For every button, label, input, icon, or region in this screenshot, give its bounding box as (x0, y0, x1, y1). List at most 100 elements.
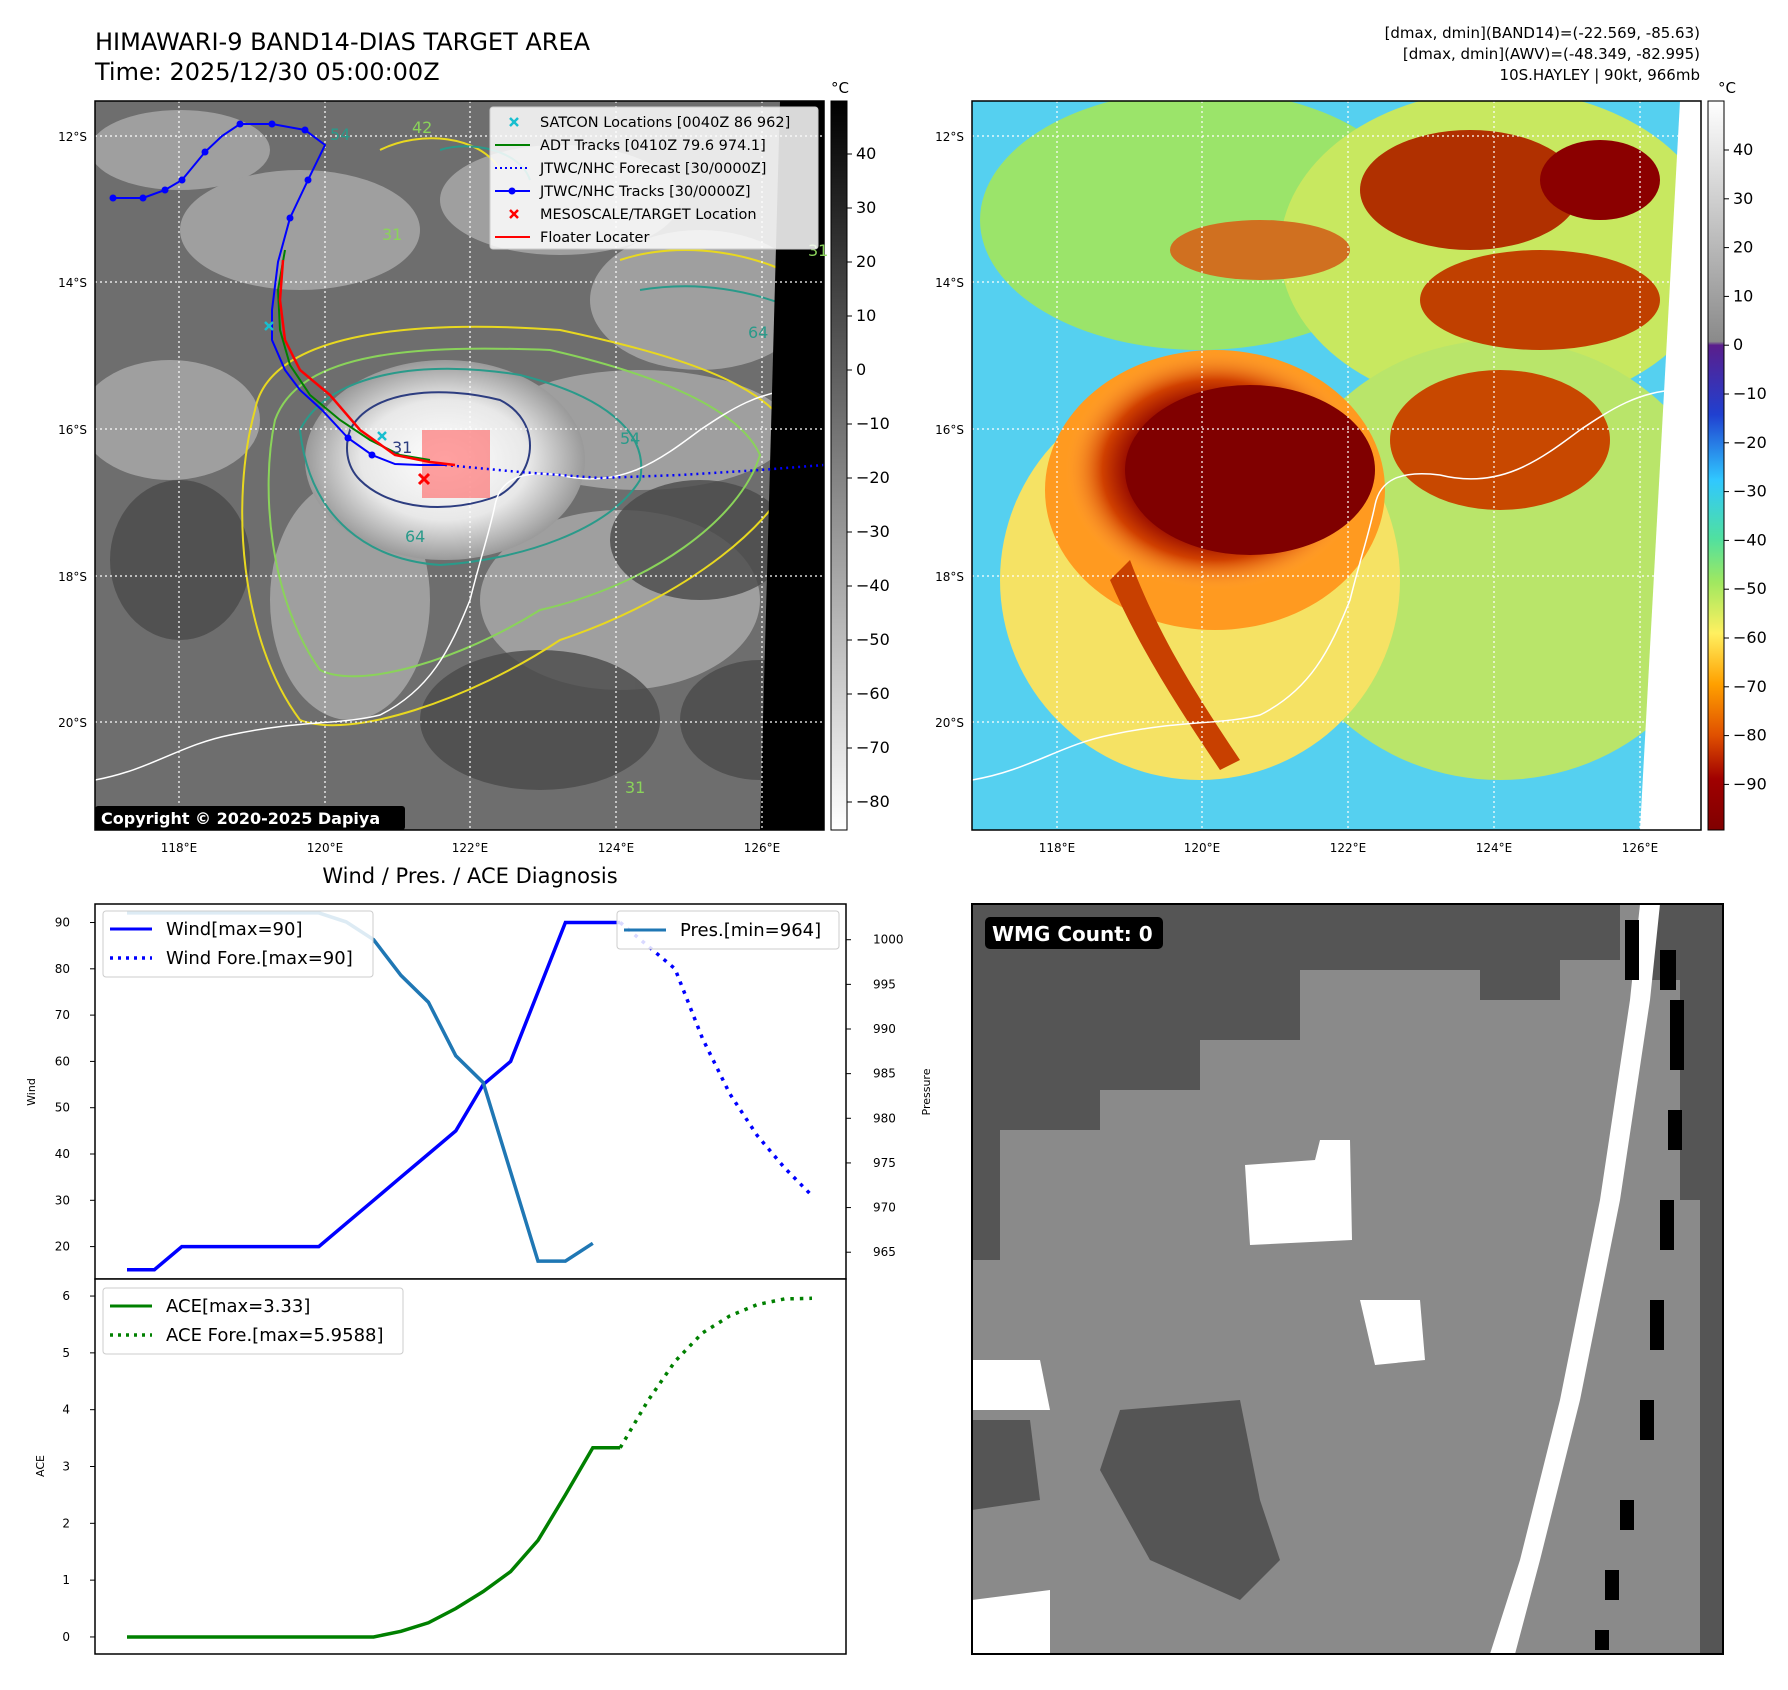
ace-tick-label: 2 (62, 1516, 70, 1530)
figure-time: Time: 2025/12/30 05:00:00Z (94, 58, 440, 86)
map-legend-box (489, 106, 819, 250)
lon-label: 122°E (1330, 841, 1367, 855)
lon-label: 120°E (307, 841, 344, 855)
legend-wind: Wind[max=90] (166, 919, 303, 940)
pressure-tick-label: 970 (873, 1201, 896, 1215)
pres-legend-box (616, 910, 840, 950)
ace-tick-label: 1 (62, 1573, 70, 1587)
colorbar-tick-label: −30 (1733, 482, 1767, 501)
contour-label: 64 (405, 527, 425, 546)
wind-tick-label: 60 (55, 1054, 70, 1068)
legend-satcon: SATCON Locations [0040Z 86 962] (540, 115, 790, 131)
ace-axis-label: ACE (34, 1455, 47, 1477)
legend-symbol (495, 187, 530, 195)
lat-label: 16°S (58, 423, 87, 437)
color-colorbar: °C 40 30 20 10 0 −10 −20 −30 −40 −50 −60 −70 −80 −90 (1707, 79, 1767, 831)
target-marker (417, 472, 431, 486)
no-data-region-2 (1640, 101, 1701, 830)
colorbar-tick-label: 30 (856, 198, 876, 217)
legend-jtwc-tracks: JTWC/NHC Tracks [30/0000Z] (539, 184, 751, 200)
wmg-count-label: WMG Count: 0 (992, 922, 1153, 946)
ace-legend-box (102, 1287, 404, 1355)
wind-tick-label: 90 (55, 916, 70, 930)
storm-info: 10S.HAYLEY | 90kt, 966mb (1500, 66, 1700, 84)
colorbar-tick-label: 0 (1733, 335, 1743, 354)
wind-tick-label: 50 (55, 1101, 70, 1115)
lat-label: 12°S (935, 130, 964, 144)
colorbar-tick-label: −10 (856, 414, 890, 433)
legend-floater: Floater Locater (540, 230, 649, 246)
lat-lon-grid-2 (972, 101, 1701, 830)
color-colorbar-unit: °C (1718, 79, 1736, 97)
map1-lon-labels: 118°E 120°E 122°E 124°E 126°E (161, 841, 781, 855)
lat-label: 18°S (935, 570, 964, 584)
wmg-count-badge (985, 917, 1163, 949)
map2-lat-labels: 12°S 14°S 16°S 18°S 20°S (935, 130, 964, 730)
lon-label: 118°E (161, 841, 198, 855)
lat-label: 14°S (58, 276, 87, 290)
coastline (95, 389, 801, 781)
lon-label: 124°E (598, 841, 635, 855)
colorbar-tick-label: −80 (856, 792, 890, 811)
lat-label: 12°S (58, 130, 87, 144)
lat-label: 14°S (935, 276, 964, 290)
wind-series-line (127, 920, 621, 1272)
pressure-tick-label: 975 (873, 1156, 896, 1170)
colorbar-tick-label: 10 (856, 306, 876, 325)
lat-label: 20°S (935, 716, 964, 730)
pressure-tick-label: 980 (873, 1111, 896, 1125)
map-legend: SATCON Locations [0040Z 86 962] ADT Trac… (489, 106, 819, 250)
colorbar-tick-label: −50 (856, 630, 890, 649)
colorbar-tick-label: 20 (1733, 238, 1753, 257)
legend-wind-forecast: Wind Fore.[max=90] (166, 948, 353, 969)
wmg-white-regions (972, 904, 1660, 1654)
colorbar-tick-label: 40 (1733, 140, 1753, 159)
copyright-box (95, 806, 405, 830)
pressure-tick-label: 965 (873, 1245, 896, 1259)
legend-adt: ADT Tracks [0410Z 79.6 974.1] (540, 138, 766, 154)
colorbar-tick-label: −70 (856, 738, 890, 757)
jtwc-track-points (109, 120, 376, 459)
ace-panel: 6 5 4 3 2 1 0 ACE ACE[max=3.33] ACE Fore.[max=… (34, 1278, 847, 1655)
wmg-dark-regions (972, 904, 1723, 1654)
ace-tick-label: 5 (62, 1346, 70, 1360)
colorbar-tick-label: 0 (856, 360, 866, 379)
pressure-tick-label: 1000 (873, 933, 904, 947)
lat-label: 16°S (935, 423, 964, 437)
wmg-black-blocks (1595, 920, 1684, 1650)
contour-label: 31 (382, 225, 402, 244)
ace-tick-label: 6 (62, 1289, 70, 1303)
colorbar-tick-label: −40 (1733, 530, 1767, 549)
map2-lon-labels: 118°E 120°E 122°E 124°E 126°E (1039, 841, 1659, 855)
legend-ace: ACE[max=3.33] (166, 1296, 310, 1317)
colorbar-tick-label: −40 (856, 576, 890, 595)
pressure-tick-label: 985 (873, 1067, 896, 1081)
colorbar-tick-label: −10 (1733, 384, 1767, 403)
gray-colorbar: °C 40 30 20 10 0 −10 −20 −30 −40 −50 −60 −70 −80 (830, 79, 890, 831)
wind-tick-label: 80 (55, 962, 70, 976)
lon-label: 122°E (452, 841, 489, 855)
colorbar-tick-label: 30 (1733, 189, 1753, 208)
ace-tick-label: 4 (62, 1403, 70, 1417)
colorbar-tick-label: −70 (1733, 677, 1767, 696)
wind-tick-label: 20 (55, 1240, 70, 1254)
wmg-panel: WMG Count: 0 (971, 903, 1724, 1655)
wind-legend-box (102, 910, 374, 978)
lon-label: 120°E (1184, 841, 1221, 855)
colorbar-tick-label: −60 (856, 684, 890, 703)
pressure-tick-label: 990 (873, 1022, 896, 1036)
lat-label: 18°S (58, 570, 87, 584)
color-map-panel (972, 101, 1701, 830)
contour-label: 31 (392, 438, 412, 457)
colorbar-tick-label: −20 (856, 468, 890, 487)
wind-pressure-panel: 90 80 70 60 50 40 30 20 1000 995 990 985 980 975 970 9… (25, 903, 933, 1280)
no-data-region (760, 101, 824, 830)
figure-title: HIMAWARI-9 BAND14-DIAS TARGET AREA (95, 28, 591, 56)
legend-symbol (509, 117, 519, 127)
colorbar-tick-label: −30 (856, 522, 890, 541)
colorbar-tick-label: −20 (1733, 433, 1767, 452)
colorbar-tick-label: −50 (1733, 579, 1767, 598)
colorbar-tick-label: −90 (1733, 774, 1767, 793)
legend-target-location: MESOSCALE/TARGET Location (540, 207, 757, 223)
